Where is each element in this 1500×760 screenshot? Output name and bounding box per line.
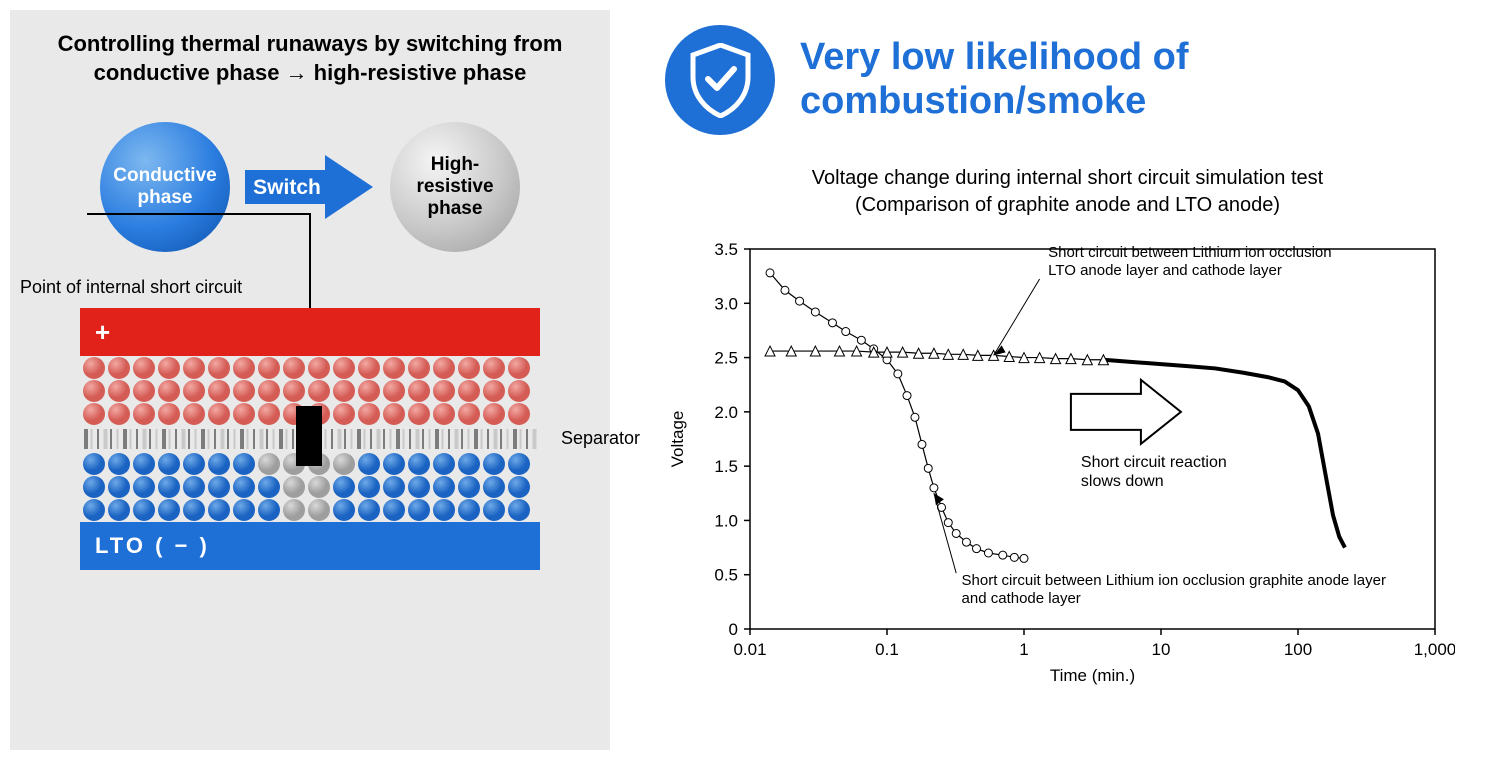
headline: Very low likelihood of combustion/smoke xyxy=(800,36,1189,123)
svg-text:1,000: 1,000 xyxy=(1414,640,1455,659)
chart-title: Voltage change during internal short cir… xyxy=(665,165,1470,219)
pointer-line-vert xyxy=(309,213,311,308)
svg-text:Time (min.): Time (min.) xyxy=(1050,666,1135,685)
title-line2: conductive phase → high-resistive phase xyxy=(94,60,527,85)
svg-text:and cathode layer: and cathode layer xyxy=(962,590,1081,607)
svg-text:2.5: 2.5 xyxy=(714,349,738,368)
svg-text:Short circuit between Lithium: Short circuit between Lithium ion occlus… xyxy=(962,572,1386,589)
svg-text:0.01: 0.01 xyxy=(733,640,766,659)
svg-text:10: 10 xyxy=(1152,640,1171,659)
separator-label: Separator xyxy=(561,428,640,449)
title-line1: Controlling thermal runaways by switchin… xyxy=(58,31,563,56)
pointer-line-horiz xyxy=(87,213,309,215)
switch-arrow: Switch xyxy=(245,152,375,222)
svg-text:0: 0 xyxy=(729,620,738,639)
arrow-icon: Switch xyxy=(245,152,375,222)
svg-text:Voltage: Voltage xyxy=(668,411,687,468)
svg-text:1: 1 xyxy=(1019,640,1028,659)
svg-text:0.1: 0.1 xyxy=(875,640,899,659)
switch-label: Switch xyxy=(253,176,321,199)
voltage-chart: 0 0.5 1.0 1.5 2.0 2.5 3.0 3.5 0.01 0.1 1 10 100 1,000… xyxy=(665,229,1470,750)
svg-text:1.0: 1.0 xyxy=(714,511,738,530)
svg-text:3.0: 3.0 xyxy=(714,294,738,313)
svg-text:1.5: 1.5 xyxy=(714,457,738,476)
left-panel: Controlling thermal runaways by switchin… xyxy=(10,10,610,750)
svg-text:100: 100 xyxy=(1284,640,1312,659)
separator-row: Separator xyxy=(80,426,540,452)
headline-row: Very low likelihood of combustion/smoke xyxy=(665,25,1470,135)
left-title: Controlling thermal runaways by switchin… xyxy=(58,30,563,87)
svg-text:2.0: 2.0 xyxy=(714,403,738,422)
svg-text:LTO anode layer and cathode la: LTO anode layer and cathode layer xyxy=(1048,262,1282,279)
battery-diagram: + Separator LTO ( − ) xyxy=(80,308,540,570)
svg-text:Short circuit between Lithium: Short circuit between Lithium ion occlus… xyxy=(1048,244,1331,261)
right-panel: Very low likelihood of combustion/smoke … xyxy=(610,0,1500,760)
shield-check-icon xyxy=(688,43,753,118)
lto-bar: LTO ( − ) xyxy=(80,522,540,570)
short-circuit-point-label: Point of internal short circuit xyxy=(20,277,242,298)
cathode-bar: + xyxy=(80,308,540,356)
short-circuit-point xyxy=(296,406,322,466)
svg-text:slows down: slows down xyxy=(1081,473,1164,490)
svg-text:0.5: 0.5 xyxy=(714,566,738,585)
svg-text:Short circuit reaction: Short circuit reaction xyxy=(1081,454,1227,471)
conductive-phase-sphere: Conductive phase xyxy=(100,122,230,252)
resistive-phase-sphere: High- resistive phase xyxy=(390,122,520,252)
shield-badge xyxy=(665,25,775,135)
svg-text:3.5: 3.5 xyxy=(714,240,738,259)
